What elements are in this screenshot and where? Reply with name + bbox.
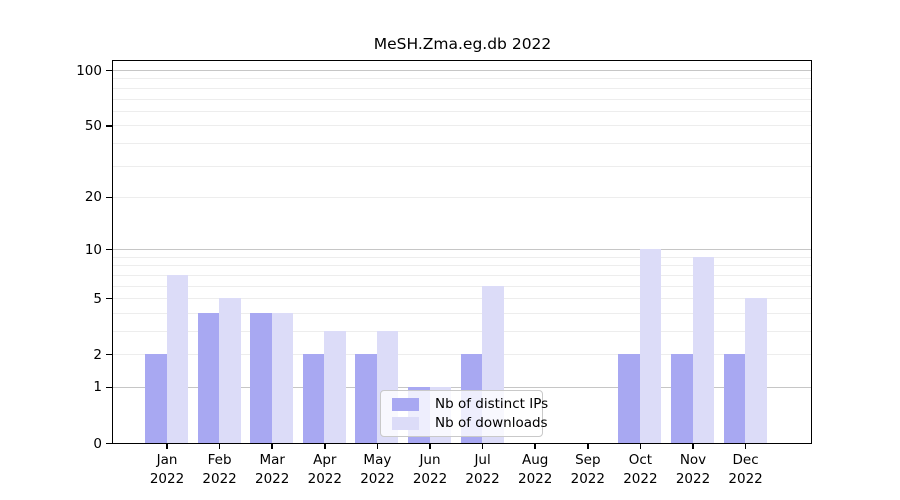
y-tick-mark xyxy=(105,353,112,356)
x-tick-month: Jan xyxy=(156,452,178,468)
x-tick-month: Nov xyxy=(679,452,707,468)
x-tick-year: 2022 xyxy=(255,471,290,487)
x-tick-year: 2022 xyxy=(202,471,237,487)
minor-gridline xyxy=(112,78,811,80)
x-tick-mark xyxy=(271,443,273,449)
bar-distinct-ips-feb xyxy=(197,312,220,443)
minor-gridline xyxy=(112,98,811,100)
bar-distinct-ips-apr xyxy=(302,354,325,443)
x-tick-mark xyxy=(534,443,536,449)
x-tick-year: 2022 xyxy=(360,471,395,487)
bar-distinct-ips-may xyxy=(355,354,377,443)
bar-distinct-ips-nov xyxy=(671,354,693,443)
x-tick-label: Jan 2022 xyxy=(134,451,200,489)
x-tick-month: Dec xyxy=(732,452,759,468)
minor-gridline xyxy=(112,165,811,167)
y-tick-mark xyxy=(105,125,112,127)
x-tick-label: Aug 2022 xyxy=(502,451,568,489)
x-tick-year: 2022 xyxy=(623,471,658,487)
x-tick-label: Dec 2022 xyxy=(713,451,779,489)
bar-downloads-jan xyxy=(166,274,188,443)
y-tick-label: 2 xyxy=(93,346,102,363)
minor-gridline xyxy=(112,125,811,127)
legend-label-downloads: Nb of downloads xyxy=(435,415,548,431)
x-tick-mark xyxy=(429,443,431,449)
bar-distinct-ips-oct xyxy=(618,354,640,443)
y-tick-label: 5 xyxy=(93,290,102,307)
y-tick-label: 50 xyxy=(84,117,102,134)
y-tick-mark xyxy=(105,248,112,251)
bar-downloads-apr xyxy=(324,330,346,443)
x-tick-label: Nov 2022 xyxy=(660,451,726,489)
y-tick-mark xyxy=(105,297,112,300)
y-tick-label: 20 xyxy=(84,189,102,206)
x-tick-mark xyxy=(166,443,168,449)
x-tick-year: 2022 xyxy=(570,471,605,487)
x-tick-year: 2022 xyxy=(307,471,342,487)
y-tick-mark xyxy=(105,69,112,72)
x-tick-year: 2022 xyxy=(465,471,500,487)
x-tick-mark xyxy=(587,443,589,449)
x-tick-year: 2022 xyxy=(412,471,448,487)
x-tick-mark xyxy=(744,443,747,449)
y-tick-label: 100 xyxy=(76,62,102,79)
y-tick-label: 0 xyxy=(93,435,102,452)
x-tick-label: Apr 2022 xyxy=(292,451,358,489)
x-tick-year: 2022 xyxy=(518,471,553,487)
y-tick-mark xyxy=(105,196,112,199)
minor-gridline xyxy=(112,142,811,144)
bar-distinct-ips-jan xyxy=(145,354,167,443)
legend: Nb of distinct IPs Nb of downloads xyxy=(380,390,548,437)
chart-title: MeSH.Zma.eg.db 2022 xyxy=(373,35,552,53)
x-tick-year: 2022 xyxy=(149,471,185,487)
x-tick-month: Mar xyxy=(259,452,285,468)
minor-gridline xyxy=(112,110,811,112)
x-tick-month: Apr xyxy=(313,452,337,468)
bar-downloads-nov xyxy=(692,256,714,443)
legend-item-distinct-ips: Nb of distinct IPs xyxy=(392,396,548,412)
minor-gridline xyxy=(112,87,811,89)
x-tick-month: Jul xyxy=(474,452,491,468)
x-tick-label: Jun 2022 xyxy=(397,451,463,489)
bar-downloads-oct xyxy=(639,249,662,443)
x-tick-mark xyxy=(481,443,484,449)
x-tick-month: May xyxy=(363,452,392,468)
plot-area xyxy=(111,60,812,444)
bar-distinct-ips-mar xyxy=(250,312,272,443)
x-tick-mark xyxy=(324,443,326,449)
x-tick-year: 2022 xyxy=(728,471,763,487)
x-tick-label: May 2022 xyxy=(344,451,410,489)
major-gridline xyxy=(112,70,811,72)
major-gridline xyxy=(112,249,811,251)
x-tick-month: Feb xyxy=(207,452,232,468)
legend-item-downloads: Nb of downloads xyxy=(392,415,548,431)
x-tick-label: Jul 2022 xyxy=(450,451,516,489)
x-tick-mark xyxy=(218,443,221,449)
y-tick-mark xyxy=(105,386,112,389)
x-tick-month: Sep xyxy=(575,452,601,468)
y-tick-label: 1 xyxy=(93,379,102,396)
minor-gridline xyxy=(112,196,811,198)
x-tick-label: Mar 2022 xyxy=(239,451,305,489)
x-tick-month: Oct xyxy=(628,452,653,468)
x-tick-label: Sep 2022 xyxy=(555,451,621,489)
bar-distinct-ips-dec xyxy=(723,354,746,443)
bar-downloads-mar xyxy=(271,312,294,443)
x-tick-month: Jun xyxy=(419,452,441,468)
x-tick-mark xyxy=(692,443,694,449)
bar-downloads-dec xyxy=(745,298,767,443)
x-tick-label: Oct 2022 xyxy=(607,451,673,489)
x-tick-mark xyxy=(639,443,642,449)
x-tick-mark xyxy=(376,443,379,449)
y-tick-label: 10 xyxy=(84,241,102,258)
y-tick-mark xyxy=(105,442,112,445)
legend-swatch-distinct-ips-icon xyxy=(392,397,419,411)
legend-swatch-downloads-icon xyxy=(392,416,419,430)
legend-label-distinct-ips: Nb of distinct IPs xyxy=(435,396,549,412)
x-tick-month: Aug xyxy=(522,452,549,468)
bar-downloads-feb xyxy=(219,298,241,443)
x-tick-year: 2022 xyxy=(675,471,711,487)
x-tick-label: Feb 2022 xyxy=(187,451,253,489)
